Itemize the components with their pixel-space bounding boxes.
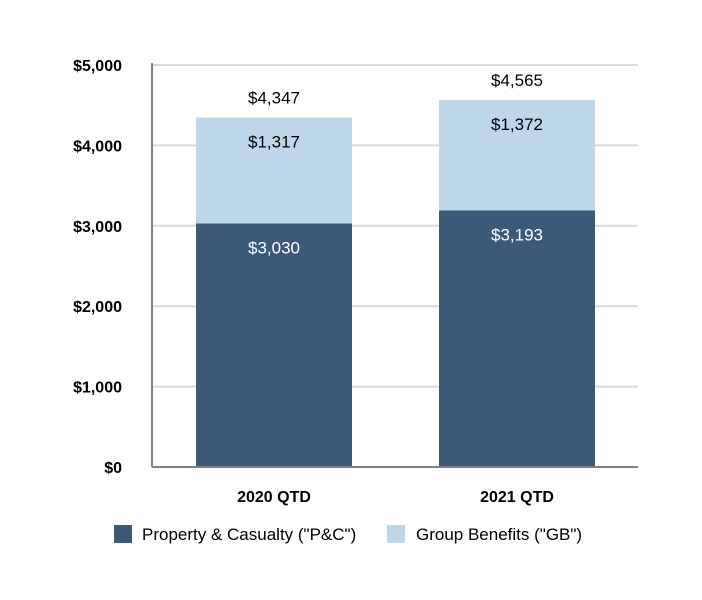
legend-swatch-gb xyxy=(387,525,405,543)
data-label-gb-0: $1,317 xyxy=(248,133,300,152)
x-tick-label: 2020 QTD xyxy=(237,489,311,506)
total-label-1: $4,565 xyxy=(491,71,543,90)
legend-swatch-pc xyxy=(114,525,132,543)
bar-pc-0 xyxy=(196,223,352,467)
bar-gb-0 xyxy=(196,117,352,224)
y-tick-label: $1,000 xyxy=(73,380,122,397)
legend-label-gb: Group Benefits ("GB") xyxy=(416,525,582,544)
data-label-gb-1: $1,372 xyxy=(491,115,543,134)
legend-label-pc: Property & Casualty ("P&C") xyxy=(142,525,356,544)
axes: $0 $1,000 $2,000 $3,000 $4,000 $5,000 2020 QTD… xyxy=(73,58,638,506)
data-label-pc-0: $3,030 xyxy=(248,238,300,257)
x-tick-label: 2021 QTD xyxy=(480,489,554,506)
bar-pc-1 xyxy=(439,210,595,467)
y-tick-label: $0 xyxy=(104,460,122,477)
legend: Property & Casualty ("P&C") Group Benefit… xyxy=(114,525,582,544)
y-tick-label: $2,000 xyxy=(73,299,122,316)
bar-gb-1 xyxy=(439,99,595,211)
y-tick-label: $3,000 xyxy=(73,219,122,236)
data-labels: $3,030 $1,317 $4,347 $3,193 $1,372 $4,565 xyxy=(248,71,543,257)
data-label-pc-1: $3,193 xyxy=(491,225,543,244)
y-tick-label: $4,000 xyxy=(73,138,122,155)
bars xyxy=(196,99,595,467)
total-label-0: $4,347 xyxy=(248,89,300,108)
y-tick-label: $5,000 xyxy=(73,58,122,75)
